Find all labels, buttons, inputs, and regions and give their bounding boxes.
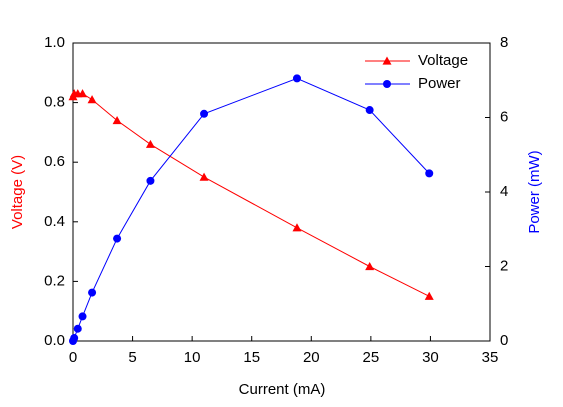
- x-tick-label: 25: [363, 349, 380, 366]
- y-tick-label: 1.0: [44, 34, 65, 51]
- data-point: [113, 234, 122, 243]
- x-tick-label: 35: [482, 349, 499, 366]
- data-point: [292, 74, 301, 83]
- y2-tick-label: 6: [500, 108, 508, 125]
- x-axis-title: Current (mA): [239, 381, 326, 398]
- data-point: [425, 169, 434, 178]
- x-tick-label: 0: [69, 349, 77, 366]
- y2-tick-label: 2: [500, 257, 508, 274]
- data-point: [88, 288, 97, 297]
- data-point: [112, 115, 122, 125]
- y2-tick-label: 0: [500, 332, 508, 349]
- data-point: [292, 223, 302, 232]
- data-point: [383, 80, 391, 88]
- data-point: [365, 262, 375, 271]
- y-tick-label: 0.2: [44, 272, 65, 289]
- x-tick-label: 10: [184, 349, 201, 366]
- data-point: [73, 324, 82, 333]
- x-tick-label: 5: [128, 349, 136, 366]
- y2-tick-label: 4: [500, 183, 508, 200]
- x-tick-label: 30: [422, 349, 439, 366]
- data-point: [382, 56, 392, 65]
- data-point: [199, 172, 209, 181]
- series-line: [72, 77, 430, 342]
- series-line: [72, 93, 430, 297]
- y-tick-label: 0.8: [44, 94, 65, 111]
- y-tick-label: 0.6: [44, 153, 65, 170]
- data-point: [146, 176, 155, 185]
- y-tick-label: 0.0: [44, 332, 65, 349]
- data-point: [200, 109, 209, 118]
- y2-axis-title: Power (mW): [526, 150, 543, 233]
- y2-tick-label: 8: [500, 34, 508, 51]
- data-point: [424, 291, 434, 300]
- y-tick-label: 0.4: [44, 213, 65, 230]
- y-axis-title: Voltage (V): [9, 155, 26, 229]
- data-point: [78, 312, 87, 321]
- data-point: [145, 139, 155, 148]
- legend-label: Voltage: [418, 52, 468, 69]
- data-point: [78, 89, 88, 98]
- data-point: [87, 95, 97, 104]
- legend-label: Power: [418, 75, 461, 92]
- x-tick-label: 20: [303, 349, 320, 366]
- data-point: [365, 106, 374, 115]
- data-point: [70, 334, 79, 343]
- x-tick-label: 15: [243, 349, 260, 366]
